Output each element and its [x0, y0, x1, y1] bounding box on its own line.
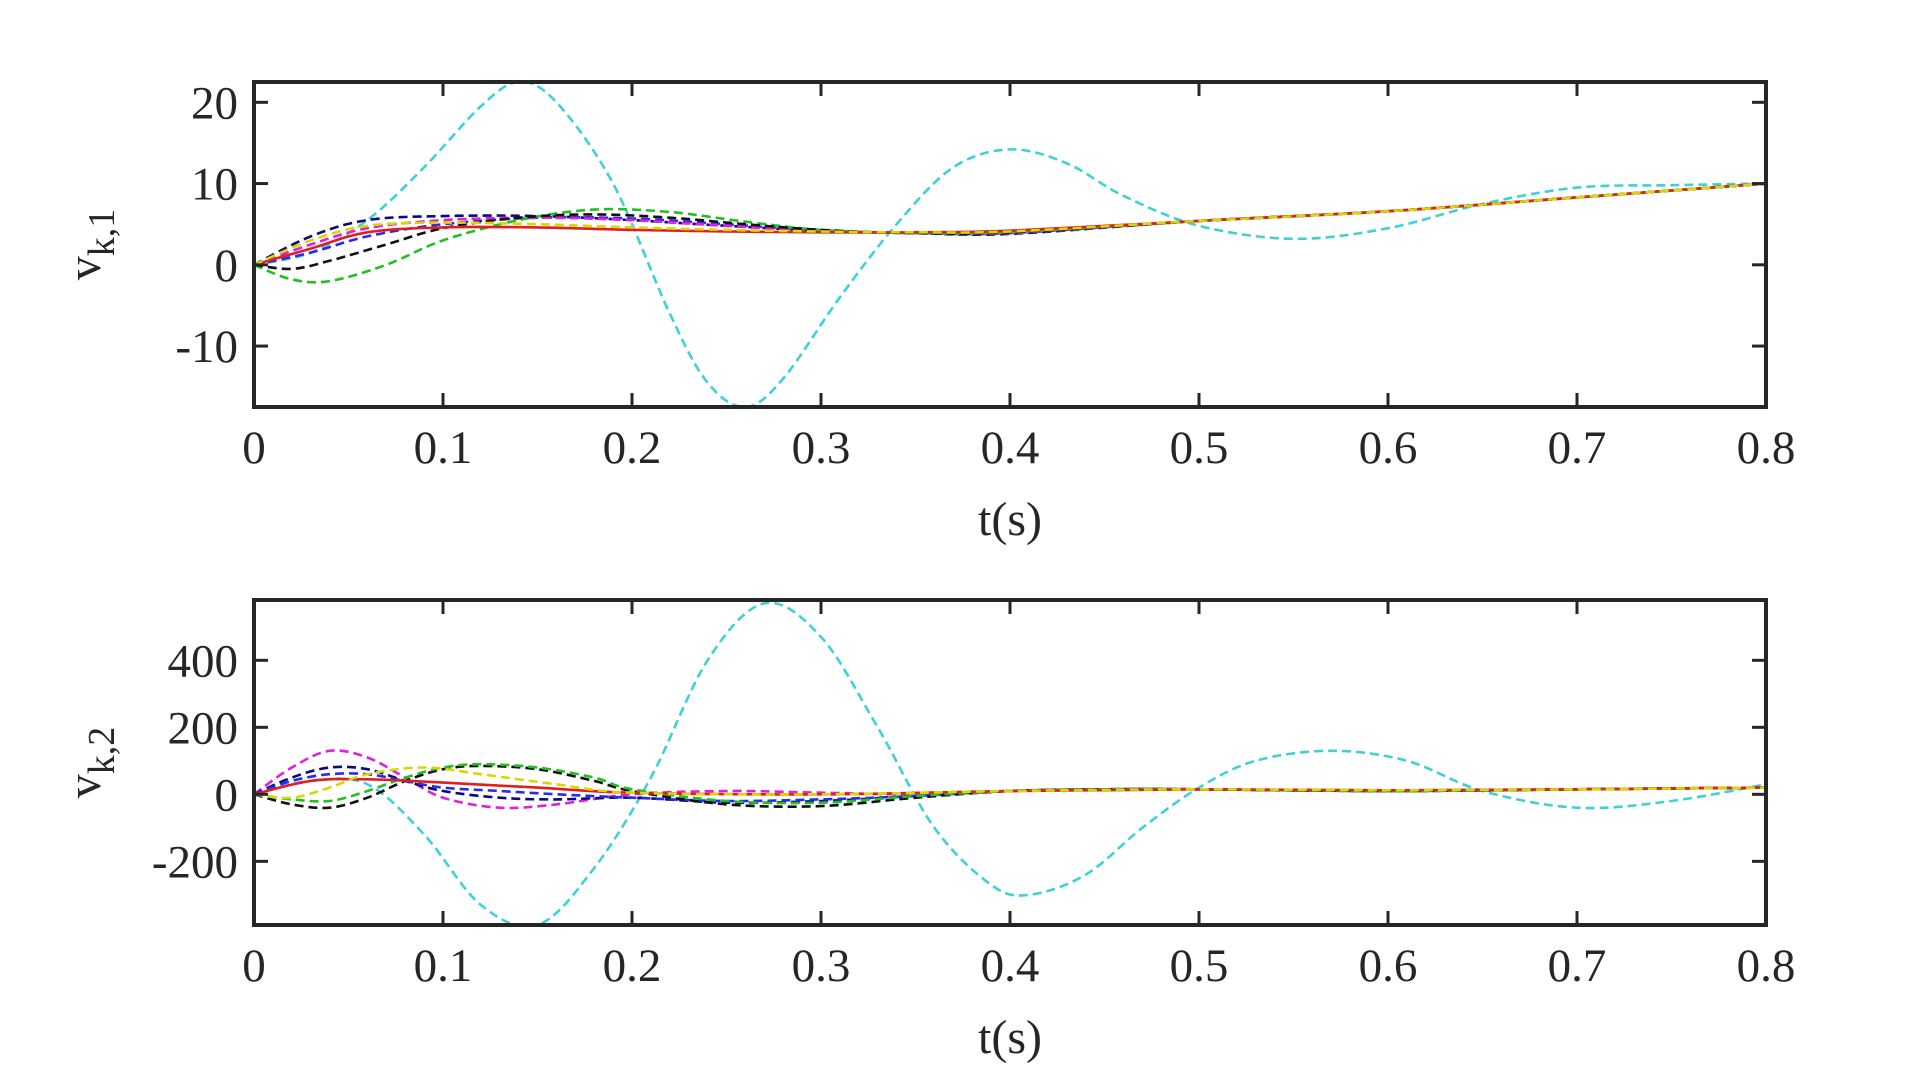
subplot-1-x-axis-label: t(s) — [978, 493, 1042, 546]
subplot-2-axes-frame — [252, 598, 1768, 927]
subplot-1-y-axis-label-subscript: k,1 — [81, 209, 123, 257]
subplot-1-x-tick-label: 0.8 — [1737, 422, 1796, 474]
subplot-1-series-navy — [254, 182, 1766, 266]
subplot-2-y-tick-label: 400 — [168, 635, 239, 687]
top-subplot: 0 0.1 0.2 0.3 0.4 0.5 0.6 0.7 0.8-1001020t(s)vk,… — [58, 77, 1795, 546]
subplot-2-x-tick-label: 0.5 — [1170, 940, 1229, 992]
subplot-2-series-blue — [254, 772, 1766, 803]
subplot-1-axes-frame — [252, 80, 1768, 409]
subplot-1-x-tick-label: 0.4 — [981, 422, 1040, 474]
subplot-2-y-axis-label-subscript: k,2 — [81, 727, 123, 775]
subplot-1-x-tick-label: 0.5 — [1170, 422, 1229, 474]
subplot-2-x-tick-label: 0.2 — [603, 940, 662, 992]
subplot-2-x-tick-label: 0.1 — [414, 940, 473, 992]
subplot-2-series-black — [254, 764, 1766, 810]
subplot-1-x-tick-label: 0.7 — [1548, 422, 1607, 474]
subplot-1-series-cyan — [254, 82, 1766, 407]
subplot-1-series-red — [254, 182, 1766, 267]
subplot-2-y-tick-label: 200 — [168, 702, 239, 754]
subplot-2-series-yellow — [254, 766, 1766, 800]
subplot-2-x-tick-label: 0.7 — [1548, 940, 1607, 992]
subplot-1-series-magenta — [254, 182, 1766, 267]
subplot-2-y-axis-label-base: v — [58, 774, 111, 798]
subplot-2-x-tick-label: 0 — [242, 940, 266, 992]
subplot-1-x-tick-label: 0.2 — [603, 422, 662, 474]
subplot-2-series-cyan — [254, 601, 1766, 925]
subplot-1-y-tick-label: 20 — [191, 77, 238, 129]
subplot-1-y-axis-label-base: v — [58, 256, 111, 280]
subplot-1-series-group — [254, 82, 1766, 407]
subplot-2-y-tick-label: -200 — [152, 836, 238, 888]
subplot-2-x-tick-label: 0.3 — [792, 940, 851, 992]
subplot-1-y-tick-label: 10 — [191, 159, 238, 211]
subplot-1-x-tick-label: 0.6 — [1359, 422, 1418, 474]
subplot-2-y-axis-label: vk,2 — [58, 727, 123, 799]
subplot-2-x-tick-label: 0.8 — [1737, 940, 1796, 992]
subplot-1-x-tick-label: 0.3 — [792, 422, 851, 474]
subplot-2-x-tick-label: 0.6 — [1359, 940, 1418, 992]
subplot-1-y-axis-label: vk,1 — [58, 209, 123, 281]
bottom-subplot: 0 0.1 0.2 0.3 0.4 0.5 0.6 0.7 0.8-2000200400t(s)… — [58, 598, 1796, 1064]
subplot-1-series-blue — [254, 182, 1766, 267]
subplot-1-x-tick-label: 0 — [242, 422, 266, 474]
subplot-1-y-tick-label: 0 — [215, 240, 239, 292]
subplot-2-series-group — [254, 601, 1766, 925]
subplot-2-series-magenta — [254, 749, 1766, 810]
subplot-1-x-tick-label: 0.1 — [414, 422, 473, 474]
subplot-1-y-tick-label: -10 — [175, 321, 238, 373]
subplot-2-x-axis-label: t(s) — [978, 1011, 1042, 1064]
subplot-2-x-tick-label: 0.4 — [981, 940, 1040, 992]
subplot-1-series-yellow — [254, 182, 1766, 266]
subplot-2-y-tick-label: 0 — [215, 769, 239, 821]
